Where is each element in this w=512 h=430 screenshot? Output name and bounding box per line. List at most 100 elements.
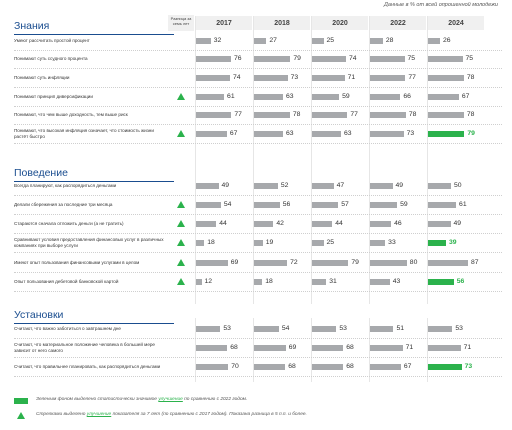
data-bar: [254, 221, 274, 227]
legend-trend-post: показателя за 7 лет (по сравнению с 2017…: [111, 412, 307, 417]
row-separator: [14, 252, 502, 253]
data-label: 78: [466, 111, 475, 118]
data-label: 77: [234, 111, 242, 118]
data-bar: [196, 131, 227, 137]
row-label: Понимают суть инфляции: [14, 75, 70, 80]
row-label: Умеют рассчитать простой процент: [14, 38, 90, 43]
data-label: 74: [233, 74, 241, 81]
data-bar: [196, 202, 221, 208]
data-bar: [254, 240, 263, 246]
data-label: 33: [388, 239, 396, 246]
data-label: 53: [223, 325, 231, 332]
data-bar: [312, 75, 345, 81]
row-label: Сравнивают условия предоставления финанс…: [14, 237, 164, 248]
column-separator: [195, 318, 196, 382]
row-separator: [14, 357, 502, 358]
section-title: Знания: [14, 20, 50, 32]
data-bar: [428, 240, 446, 246]
data-bar: [254, 364, 286, 370]
trend-up-arrow-icon: [177, 239, 185, 246]
data-bar: [312, 131, 341, 137]
data-bar: [254, 38, 267, 44]
row-separator: [14, 338, 502, 339]
data-label: 32: [213, 37, 222, 44]
row-separator: [14, 195, 502, 196]
data-bar: [254, 279, 263, 285]
data-label: 49: [395, 182, 404, 189]
data-bar: [254, 112, 290, 118]
data-label: 25: [326, 37, 335, 44]
data-bar: [312, 56, 347, 62]
data-bar: [428, 260, 469, 266]
column-separator: [427, 318, 428, 382]
trend-up-arrow-icon: [177, 201, 185, 208]
legend-trend-pre: Стрелками выделено: [36, 412, 87, 417]
data-bar: [312, 221, 333, 227]
data-label: 52: [280, 182, 289, 189]
legend-trend-em: улучшение: [86, 412, 112, 417]
data-label: 73: [464, 363, 473, 370]
data-label: 25: [326, 239, 335, 246]
data-bar: [196, 56, 231, 62]
data-label: 63: [343, 130, 352, 137]
data-bar: [196, 112, 232, 118]
row-label: Понимают суть ссудного процента: [14, 56, 88, 61]
row-label: Считают, что правильнее планировать, как…: [14, 364, 161, 369]
data-label: 68: [346, 363, 354, 370]
data-bar: [254, 75, 288, 81]
data-bar: [370, 279, 390, 285]
data-label: 56: [456, 278, 465, 285]
data-bar: [428, 94, 459, 100]
row-separator: [14, 143, 502, 144]
data-label: 68: [346, 344, 354, 351]
section-underline: [14, 181, 174, 182]
data-label: 73: [406, 130, 415, 137]
row-label: Стараются сначала отложить деньги (а не …: [14, 221, 124, 226]
data-bar: [312, 112, 348, 118]
data-label: 68: [288, 363, 296, 370]
data-bar: [196, 94, 225, 100]
data-bar: [196, 345, 228, 351]
data-label: 71: [405, 344, 414, 351]
data-bar: [312, 202, 339, 208]
data-label: 78: [466, 74, 475, 81]
row-label: Делали сбережения за последние три месяц…: [14, 202, 113, 207]
data-label: 69: [230, 259, 239, 266]
column-separator: [427, 16, 428, 304]
data-label: 66: [403, 93, 411, 100]
data-label: 56: [282, 201, 291, 208]
data-bar: [312, 364, 344, 370]
row-separator: [14, 124, 502, 125]
section-underline: [14, 323, 174, 324]
data-bar: [254, 183, 278, 189]
data-label: 53: [455, 325, 463, 332]
data-bar: [370, 202, 398, 208]
note: Данные в % от всей опрошенной молодежи: [383, 2, 498, 8]
trend-header: Разница за семь лет: [168, 15, 194, 31]
column-separator: [369, 318, 370, 382]
column-separator: [369, 16, 370, 304]
data-label: 43: [392, 278, 401, 285]
data-bar: [196, 240, 205, 246]
data-bar: [254, 326, 279, 332]
data-label: 19: [265, 239, 274, 246]
row-label: Считают, что важно заботиться о завтрашн…: [14, 326, 121, 331]
data-label: 67: [403, 363, 412, 370]
column-separator: [253, 318, 254, 382]
data-label: 46: [394, 220, 402, 227]
data-bar: [370, 75, 406, 81]
trend-up-arrow-icon: [177, 259, 185, 266]
legend-highlight-post: по сравнению с 2022 годом.: [182, 397, 248, 402]
data-bar: [428, 279, 454, 285]
row-separator: [14, 291, 502, 292]
data-label: 57: [341, 201, 349, 208]
row-separator: [14, 68, 502, 69]
data-label: 63: [285, 93, 294, 100]
trend-up-arrow-icon: [177, 130, 185, 137]
data-bar: [428, 75, 464, 81]
column-separator: [253, 16, 254, 304]
data-label: 28: [385, 37, 394, 44]
trend-up-arrow-icon: [177, 220, 185, 227]
data-label: 68: [230, 344, 238, 351]
data-bar: [428, 112, 464, 118]
